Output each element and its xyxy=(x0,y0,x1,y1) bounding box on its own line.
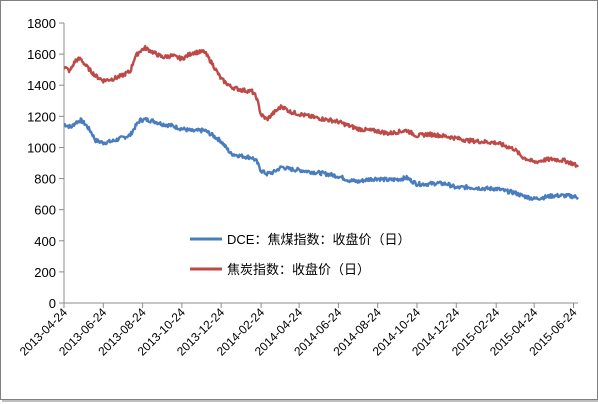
legend-label-coal: DCE：焦煤指数：收盘价（日） xyxy=(227,232,410,247)
x-axis-ticks: 2013-04-242013-06-242013-08-242013-10-24… xyxy=(17,303,580,359)
plot-area xyxy=(63,44,580,201)
series-line-coke xyxy=(63,44,579,168)
y-tick-label: 1000 xyxy=(27,140,56,155)
y-tick-label: 1600 xyxy=(27,47,56,62)
y-tick-label: 1400 xyxy=(27,78,56,93)
y-tick-label: 1800 xyxy=(27,16,56,31)
y-tick-label: 600 xyxy=(34,203,56,218)
y-axis-ticks: 0 200 400 600 800 1000 1200 1400 1600 1800 xyxy=(27,16,64,311)
chart-axes xyxy=(63,23,578,304)
series-line-coal xyxy=(63,116,580,201)
y-tick-label: 400 xyxy=(34,234,56,249)
y-tick-label: 1200 xyxy=(27,109,56,124)
y-tick-label: 200 xyxy=(34,265,56,280)
y-tick-label: 800 xyxy=(34,172,56,187)
legend-label-coke: 焦炭指数：收盘价（日） xyxy=(227,262,370,277)
y-tick-label: 0 xyxy=(49,296,56,311)
legend: DCE：焦煤指数：收盘价（日） 焦炭指数：收盘价（日） xyxy=(190,232,410,277)
